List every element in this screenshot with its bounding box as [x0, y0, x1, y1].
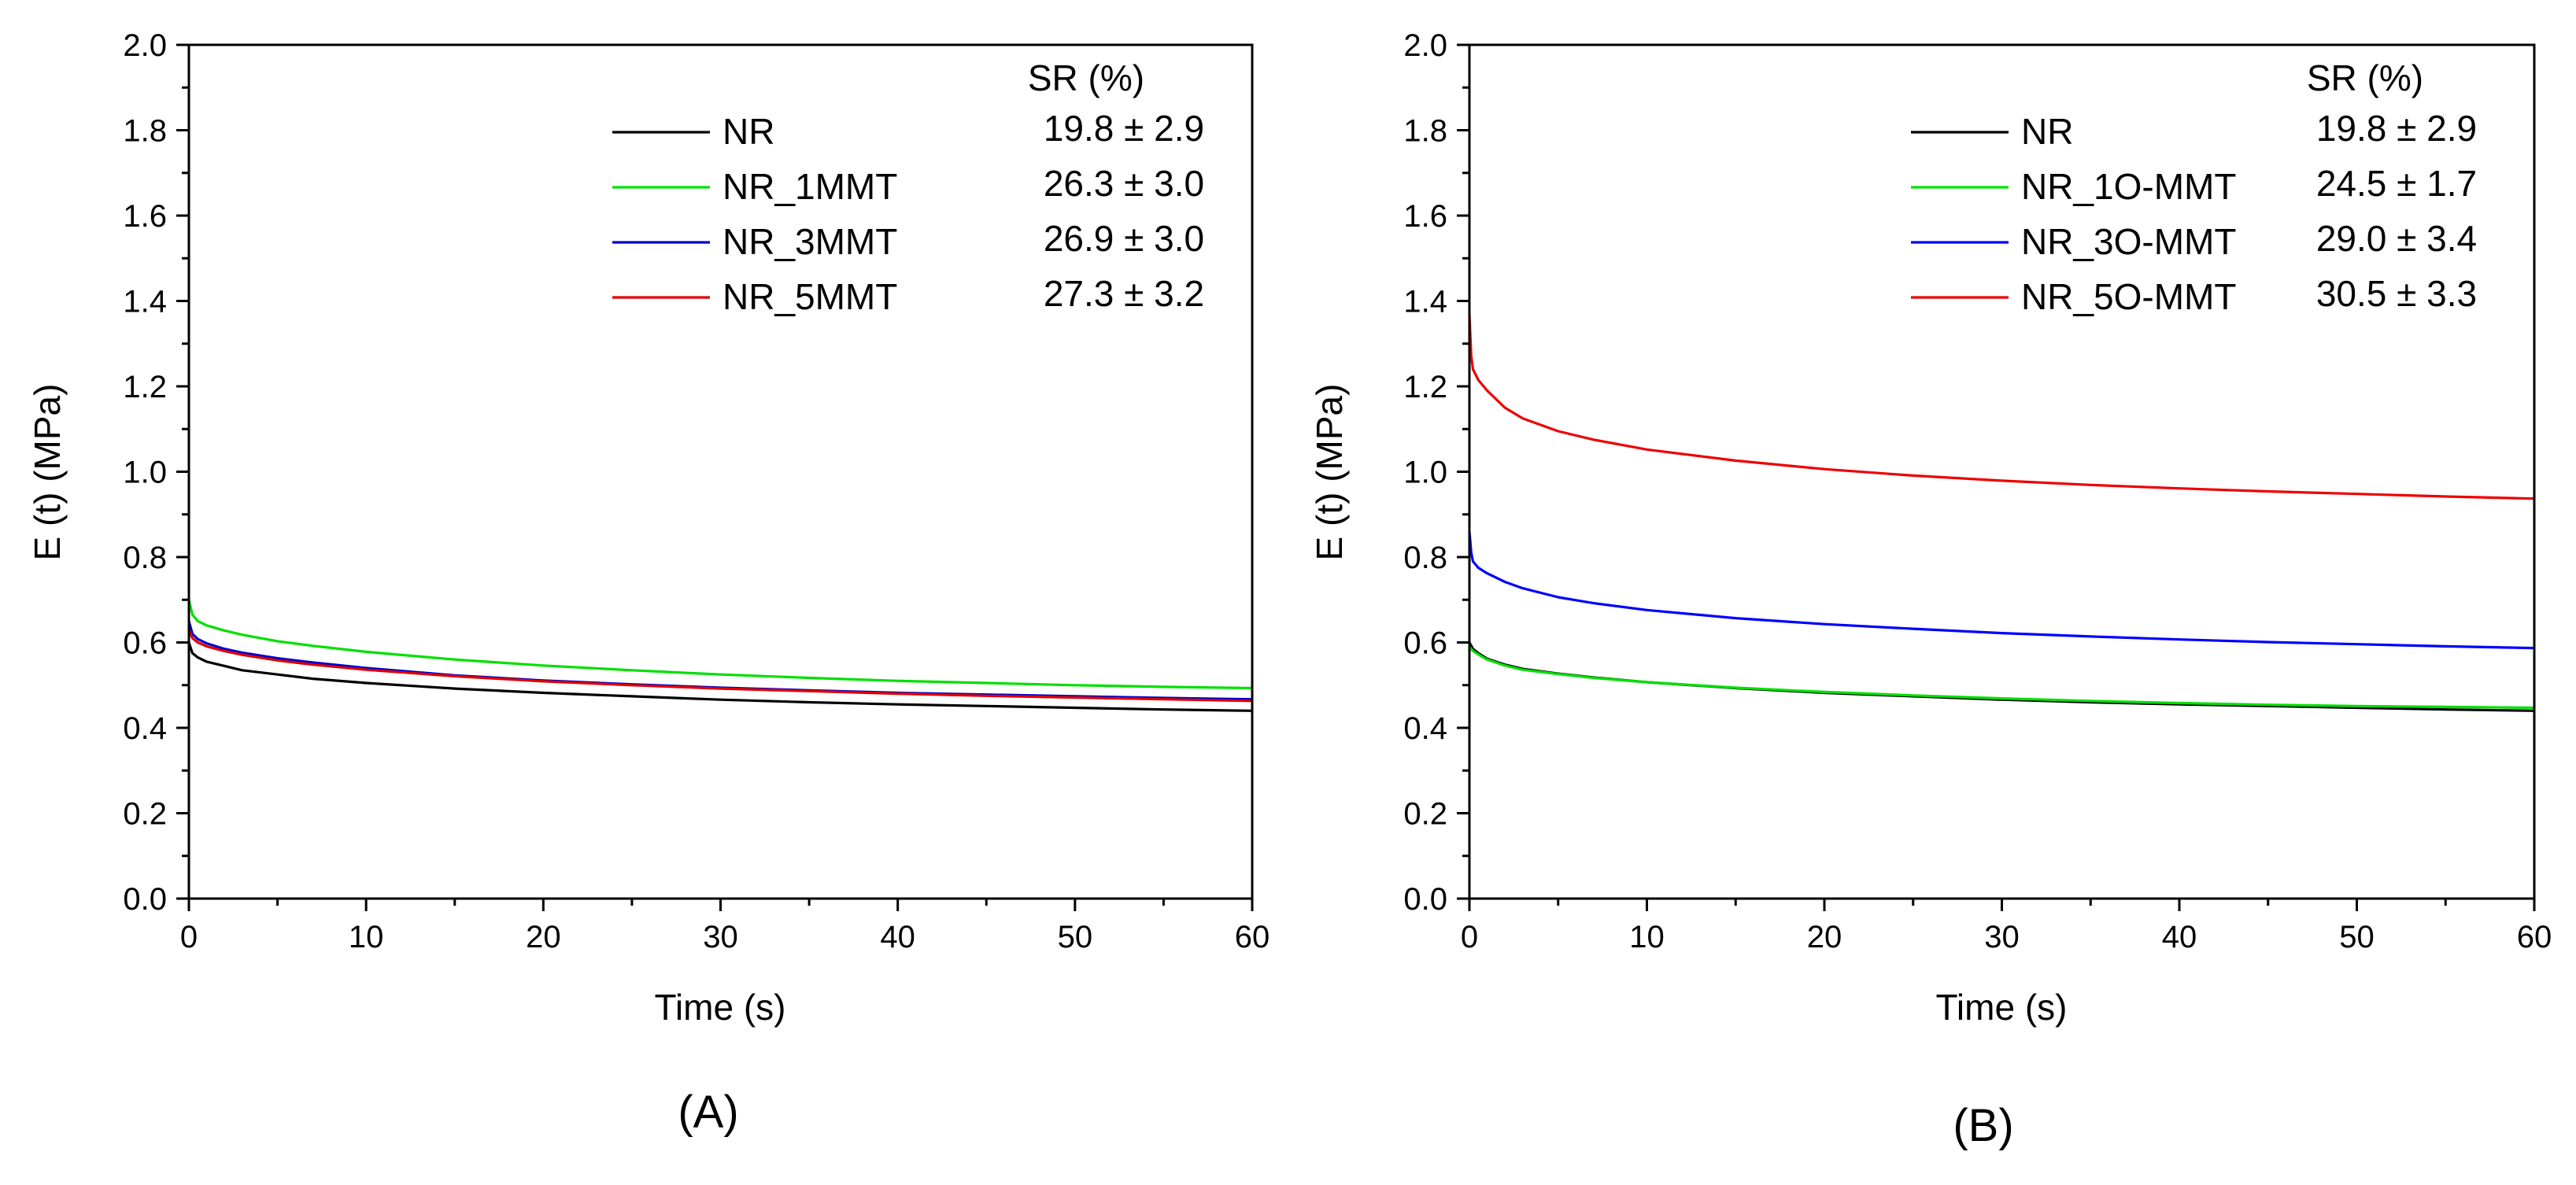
- x-tick-label: 60: [2517, 920, 2552, 954]
- series-line-nr: [1468, 641, 2535, 712]
- axes-layer-b: 0 10 20 30 40 50 60 0.0 0.2 0.4 0.6 0.8 1.0 1.2 1.4 1.6…: [1403, 28, 2552, 954]
- x-tick-label: 10: [1629, 920, 1665, 954]
- legend-label: NR_1MMT: [723, 166, 897, 207]
- legend-label: NR: [2021, 111, 2073, 152]
- y-tick-label: 0.0: [1403, 882, 1447, 917]
- sr-header-b: SR (%): [2307, 57, 2423, 98]
- sr-value: 19.8 ± 2.9: [1044, 108, 1204, 149]
- y-tick-label: 0.8: [1403, 541, 1447, 575]
- y-tick-label: 1.0: [123, 456, 167, 490]
- y-tick-label: 0.8: [123, 541, 167, 575]
- x-tick-label: 0: [1461, 920, 1478, 954]
- sr-value: 24.5 ± 1.7: [2316, 163, 2477, 204]
- panel-b: 0 10 20 30 40 50 60 0.0 0.2 0.4 0.6 0.8 1.0 1.2 1.4 1.6…: [1309, 28, 2552, 1151]
- x-tick-label: 0: [180, 920, 198, 954]
- sr-value: 26.3 ± 3.0: [1044, 163, 1204, 204]
- y-tick-label: 0.6: [1403, 626, 1447, 661]
- panel-label-a: (A): [678, 1087, 738, 1138]
- legend-a: SR (%) NR 19.8 ± 2.9 NR_1MMT 26.3 ± 3.0 NR_3…: [612, 57, 1204, 317]
- legend-label: NR_5MMT: [723, 276, 897, 317]
- series-line-nr-1mmt: [187, 599, 1253, 690]
- sr-header-a: SR (%): [1028, 57, 1144, 98]
- series-line-nr-3o-mmt: [1468, 531, 2535, 650]
- y-axis-title-b: E (t) (MPa): [1309, 384, 1350, 561]
- legend-label: NR_1O-MMT: [2021, 166, 2236, 207]
- legend-label: NR_3O-MMT: [2021, 221, 2236, 262]
- series-layer-a: [187, 599, 1253, 712]
- x-tick-label: 50: [2339, 920, 2375, 954]
- x-axis-title-b: Time (s): [1936, 987, 2068, 1028]
- panel-a: 0 10 20 30 40 50 60 0.0 0.2 0.4 0.6 0.8 1.0 1.2 1.4 1.6…: [27, 28, 1270, 1138]
- sr-value: 29.0 ± 3.4: [2316, 218, 2477, 259]
- axes-layer-a: 0 10 20 30 40 50 60 0.0 0.2 0.4 0.6 0.8 1.0 1.2 1.4 1.6…: [123, 28, 1270, 954]
- y-tick-label: 1.6: [123, 199, 167, 234]
- y-tick-label: 0.0: [123, 882, 167, 917]
- sr-value: 26.9 ± 3.0: [1044, 218, 1204, 259]
- y-tick-label: 0.2: [1403, 797, 1447, 832]
- sr-value: 30.5 ± 3.3: [2316, 273, 2477, 314]
- y-tick-label: 1.8: [123, 114, 167, 149]
- y-tick-label: 2.0: [123, 28, 167, 63]
- series-line-nr-5mmt: [187, 629, 1253, 703]
- x-tick-label: 20: [526, 920, 561, 954]
- x-tick-label: 50: [1058, 920, 1093, 954]
- x-tick-label: 30: [703, 920, 738, 954]
- x-tick-label: 60: [1235, 920, 1270, 954]
- x-tick-label: 30: [1984, 920, 2020, 954]
- x-tick-label: 20: [1807, 920, 1842, 954]
- legend-b: SR (%) NR 19.8 ± 2.9 NR_1O-MMT 24.5 ± 1.7 NR…: [1911, 57, 2477, 317]
- y-axis-title-a: E (t) (MPa): [27, 384, 68, 561]
- y-tick-label: 1.0: [1403, 456, 1447, 490]
- panel-label-b: (B): [1953, 1100, 2013, 1151]
- y-tick-label: 1.8: [1403, 114, 1447, 149]
- y-tick-label: 1.2: [123, 370, 167, 404]
- legend-label: NR: [723, 111, 774, 152]
- series-line-nr-5o-mmt: [1468, 313, 2535, 500]
- series-layer-b: [1468, 313, 2535, 712]
- y-tick-label: 2.0: [1403, 28, 1447, 63]
- y-tick-label: 0.6: [123, 626, 167, 661]
- x-axis-title-a: Time (s): [655, 987, 786, 1028]
- sr-value: 19.8 ± 2.9: [2316, 108, 2477, 149]
- series-line-nr: [187, 641, 1253, 712]
- sr-value: 27.3 ± 3.2: [1044, 273, 1204, 314]
- x-tick-label: 40: [2162, 920, 2197, 954]
- y-tick-label: 0.4: [1403, 711, 1447, 746]
- y-tick-label: 1.2: [1403, 370, 1447, 404]
- series-line-nr-1o-mmt: [1468, 645, 2535, 710]
- y-tick-label: 1.6: [1403, 199, 1447, 234]
- y-tick-label: 1.4: [123, 285, 167, 319]
- x-tick-label: 10: [349, 920, 384, 954]
- legend-label: NR_5O-MMT: [2021, 276, 2236, 317]
- x-tick-label: 40: [880, 920, 915, 954]
- y-tick-label: 0.2: [123, 797, 167, 832]
- legend-label: NR_3MMT: [723, 221, 897, 262]
- y-tick-label: 1.4: [1403, 285, 1447, 319]
- y-tick-label: 0.4: [123, 711, 167, 746]
